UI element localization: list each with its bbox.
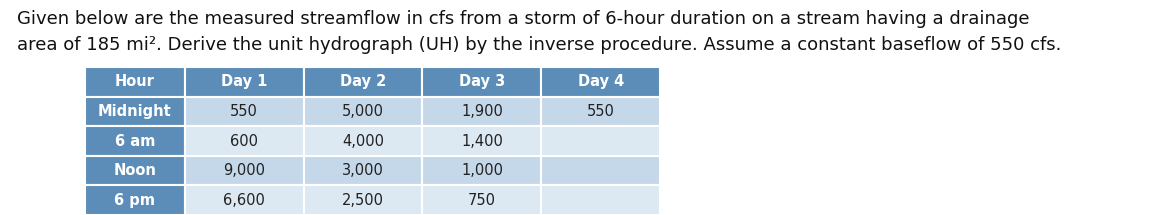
Bar — [542, 126, 660, 156]
Bar — [85, 185, 185, 215]
Text: 6 am: 6 am — [115, 134, 156, 149]
Text: 600: 600 — [230, 134, 259, 149]
Bar — [422, 185, 542, 215]
Text: Given below are the measured streamflow in cfs from a storm of 6-hour duration o: Given below are the measured streamflow … — [18, 10, 1061, 54]
Bar — [185, 67, 303, 97]
Text: 1,400: 1,400 — [461, 134, 503, 149]
Text: Day 1: Day 1 — [221, 74, 267, 89]
Text: Noon: Noon — [113, 163, 157, 178]
Text: 4,000: 4,000 — [342, 134, 384, 149]
Text: Day 4: Day 4 — [578, 74, 624, 89]
Text: 3,000: 3,000 — [342, 163, 384, 178]
Bar — [422, 67, 542, 97]
Text: 2,500: 2,500 — [342, 193, 384, 208]
Bar — [85, 156, 185, 185]
Bar — [85, 67, 185, 97]
Bar — [542, 67, 660, 97]
Bar — [303, 97, 422, 126]
Text: 5,000: 5,000 — [342, 104, 384, 119]
Text: Day 3: Day 3 — [459, 74, 505, 89]
Bar — [422, 126, 542, 156]
Text: 550: 550 — [587, 104, 615, 119]
Bar — [85, 97, 185, 126]
Bar — [185, 156, 303, 185]
Bar — [303, 67, 422, 97]
Bar — [185, 126, 303, 156]
Bar — [422, 156, 542, 185]
Bar — [303, 185, 422, 215]
Text: 6 pm: 6 pm — [115, 193, 156, 208]
Bar — [542, 185, 660, 215]
Bar — [185, 97, 303, 126]
Bar — [542, 156, 660, 185]
Text: Midnight: Midnight — [98, 104, 172, 119]
Bar — [542, 97, 660, 126]
Text: Day 2: Day 2 — [339, 74, 386, 89]
Text: 6,600: 6,600 — [223, 193, 264, 208]
Text: 1,900: 1,900 — [461, 104, 503, 119]
Text: 550: 550 — [230, 104, 257, 119]
Bar — [303, 126, 422, 156]
Text: Hour: Hour — [115, 74, 154, 89]
Text: 1,000: 1,000 — [461, 163, 503, 178]
Bar — [85, 126, 185, 156]
Bar — [185, 185, 303, 215]
Text: 750: 750 — [468, 193, 496, 208]
Bar — [303, 156, 422, 185]
Text: 9,000: 9,000 — [223, 163, 266, 178]
Bar — [422, 97, 542, 126]
